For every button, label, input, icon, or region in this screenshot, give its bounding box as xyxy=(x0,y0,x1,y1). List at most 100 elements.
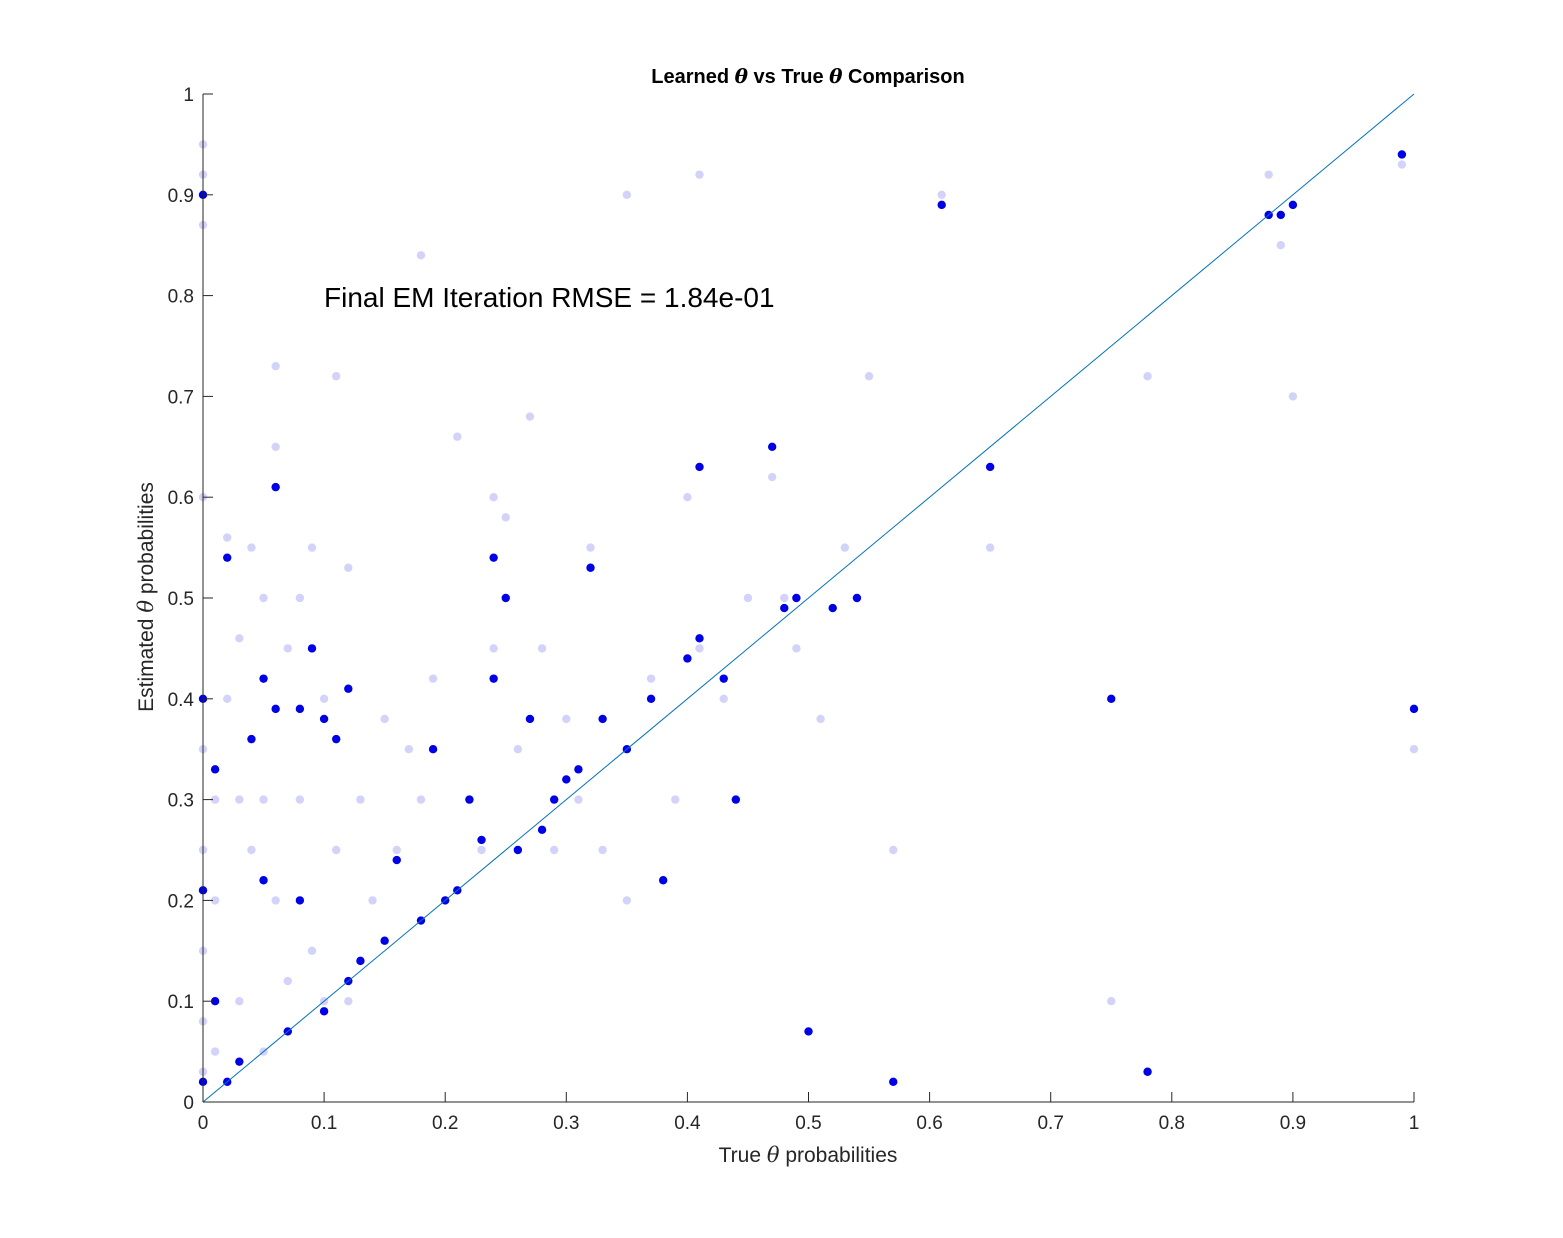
iteration-estimate-point xyxy=(574,795,583,804)
final-estimate-point xyxy=(658,876,668,885)
chart-title: Learned θ vs True θ Comparison xyxy=(651,64,964,88)
iteration-estimate-point xyxy=(380,714,389,724)
iteration-estimate-point xyxy=(840,543,850,552)
y-tick-label: 0.9 xyxy=(168,186,194,207)
iteration-estimate-point xyxy=(283,644,292,653)
iteration-estimate-point xyxy=(356,795,365,804)
iteration-estimate-point xyxy=(210,1047,220,1056)
iteration-estimate-point xyxy=(792,644,801,653)
final-estimate-point xyxy=(501,593,510,603)
iteration-estimate-point xyxy=(307,946,317,955)
iteration-estimate-point xyxy=(453,432,462,441)
iteration-estimate-point xyxy=(683,493,692,502)
iteration-estimate-point xyxy=(622,190,632,199)
iteration-estimate-point xyxy=(295,795,305,804)
y-tick-label: 0.5 xyxy=(168,589,194,610)
iteration-estimate-point xyxy=(622,896,632,905)
iteration-estimate-point xyxy=(513,745,523,754)
final-estimate-point xyxy=(295,896,305,905)
iteration-estimate-point xyxy=(1107,997,1116,1006)
iteration-estimate-point xyxy=(392,845,401,855)
iteration-estimate-point xyxy=(259,795,268,804)
x-axis-label: True θ probabilities xyxy=(719,1143,898,1167)
final-estimate-point xyxy=(562,775,571,784)
iteration-estimate-point xyxy=(695,644,704,653)
y-axis-label: Estimated θ probabilities xyxy=(134,482,158,712)
iteration-estimate-point xyxy=(283,976,292,986)
iteration-estimate-point xyxy=(271,896,280,905)
iteration-estimate-point xyxy=(477,845,486,855)
iteration-estimate-point xyxy=(549,845,559,855)
final-estimate-point xyxy=(574,765,583,774)
final-estimate-point xyxy=(719,674,728,683)
iteration-estimate-point xyxy=(489,493,498,502)
final-estimate-point xyxy=(271,482,280,492)
iteration-estimate-point xyxy=(319,694,329,703)
iteration-estimate-point xyxy=(937,190,946,199)
final-estimate-point xyxy=(780,603,789,613)
y-tick-label: 0.1 xyxy=(168,992,194,1013)
final-estimate-point xyxy=(937,200,946,210)
iteration-estimate-point xyxy=(416,795,426,804)
earlier-iterations-layer xyxy=(198,140,1419,1087)
final-estimate-point xyxy=(380,936,389,945)
final-estimate-point xyxy=(889,1077,898,1087)
iteration-estimate-point xyxy=(332,372,341,381)
iteration-estimate-point xyxy=(586,543,595,552)
x-tick-label: 0.7 xyxy=(1037,1113,1063,1134)
final-estimate-point xyxy=(295,704,305,714)
iteration-estimate-point xyxy=(719,694,728,703)
rmse-annotation: Final EM Iteration RMSE = 1.84e-01 xyxy=(324,282,775,313)
final-estimate-point xyxy=(804,1027,813,1036)
iteration-estimate-point xyxy=(235,795,244,804)
final-estimate-point xyxy=(1143,1067,1152,1076)
final-estimate-point xyxy=(985,462,995,472)
iteration-estimate-point xyxy=(598,845,607,855)
x-tick-label: 0.3 xyxy=(553,1113,579,1134)
final-estimate-point xyxy=(392,855,401,865)
iteration-estimate-point xyxy=(210,795,220,804)
final-estimate-point xyxy=(525,714,535,724)
iteration-estimate-point xyxy=(247,845,256,855)
iteration-estimate-point xyxy=(671,795,680,804)
final-estimate-point xyxy=(259,876,268,885)
final-estimate-point xyxy=(767,442,777,451)
final-estimate-point xyxy=(731,795,741,804)
x-tick-label: 0.5 xyxy=(795,1113,821,1134)
iteration-estimate-point xyxy=(525,412,535,421)
final-estimate-point xyxy=(259,674,268,683)
final-estimate-point xyxy=(356,956,365,966)
final-estimate-point xyxy=(247,734,256,744)
final-estimate-point xyxy=(235,1057,244,1066)
iteration-estimate-point xyxy=(1264,170,1273,179)
iteration-estimate-point xyxy=(1276,241,1285,250)
iteration-estimate-point xyxy=(1288,392,1298,401)
final-estimate-point xyxy=(319,714,329,724)
final-estimate-point xyxy=(792,593,801,603)
y-tick-label: 0.3 xyxy=(168,791,194,812)
x-tick-label: 0.8 xyxy=(1159,1113,1185,1134)
final-estimate-point xyxy=(695,462,704,472)
iteration-estimate-point xyxy=(767,472,777,482)
iteration-estimate-point xyxy=(537,644,547,653)
iteration-estimate-point xyxy=(416,251,426,260)
final-estimate-point xyxy=(465,795,474,804)
iteration-estimate-point xyxy=(695,170,704,179)
iteration-estimate-point xyxy=(223,533,232,542)
final-estimate-point xyxy=(586,563,595,572)
iteration-estimate-point xyxy=(889,845,898,855)
y-tick-label: 0.4 xyxy=(168,690,195,711)
y-tick-label: 0.8 xyxy=(168,287,194,308)
y-tick-label: 1 xyxy=(183,85,194,106)
iteration-estimate-point xyxy=(985,543,995,552)
iteration-estimate-point xyxy=(271,442,280,451)
y-tick-label: 0.6 xyxy=(168,488,194,509)
iteration-estimate-point xyxy=(332,845,341,855)
x-tick-label: 0.1 xyxy=(311,1113,337,1134)
final-estimate-point xyxy=(828,603,837,613)
final-estimate-point xyxy=(537,825,547,835)
final-estimate-point xyxy=(210,765,220,774)
iteration-estimate-point xyxy=(646,674,656,683)
iteration-estimate-point xyxy=(344,997,353,1006)
